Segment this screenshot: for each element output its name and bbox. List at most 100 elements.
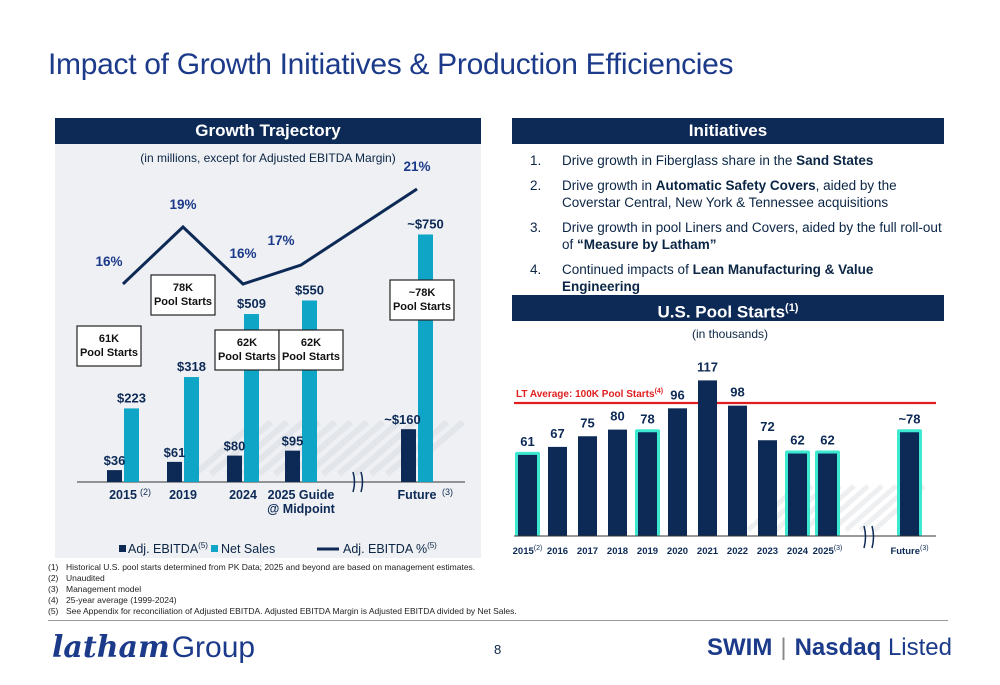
decorative-streak [830,484,884,532]
initiative-item: 1. Drive growth in Fiberglass share in th… [530,152,950,169]
callout-box [278,329,344,371]
net-sales-label: $223 [117,390,146,405]
pool-starts-header-sup: (1) [785,302,799,314]
initiative-item: 2. Drive growth in Automatic Safety Cover… [530,177,950,211]
pool-starts-header: U.S. Pool Starts(1) [512,295,944,322]
callout-text: Pool Starts [282,351,340,363]
initiative-item: 4. Continued impacts of Lean Manufacturin… [530,261,950,295]
footnote-text: Unaudited [66,573,105,583]
pool-starts-value-label: 96 [670,387,684,402]
ebitda-label: $80 [224,439,246,454]
legend-swatch-ebitda [119,545,126,552]
ebitda-label: $95 [282,434,304,449]
axis-break-mark [863,525,867,549]
pool-starts-value-label: ~78 [898,411,920,426]
x-tick-label: Future [398,488,437,502]
footnote-text: Historical U.S. pool starts determined f… [66,562,476,572]
ebitda-bar [227,455,242,482]
callout-box [76,325,142,367]
growth-trajectory-header: Growth Trajectory [55,118,481,144]
decorative-streak [385,419,449,477]
logo-group: Group [171,631,256,664]
swim-ticker: SWIM [707,634,773,661]
page-title: Impact of Growth Initiatives & Productio… [48,48,734,81]
pool-starts-subtitle: (in thousands) [692,327,768,341]
axis-break-mark [871,525,875,549]
pool-starts-callout: 62K Pool Starts [214,329,280,371]
callout-text: Pool Starts [393,301,451,313]
pool-starts-bar [900,432,919,536]
pool-starts-value-label: 117 [697,359,718,374]
pool-starts-bar [698,380,717,536]
x-tick-sup: (2) [140,487,151,497]
pool-starts-value-label: 62 [820,433,834,448]
footnote-number: (2) [48,573,59,583]
pool-starts-value-label: 98 [730,385,744,400]
footnote: (2) Unaudited [48,573,517,584]
margin-line [121,187,418,286]
margin-label: 17% [267,233,294,248]
pool-starts-bar [668,408,687,536]
growth-trajectory-panel: Growth Trajectory (in millions, except f… [55,118,481,558]
net-sales-bar [302,300,317,482]
pool-starts-bar [728,405,747,536]
pool-starts-callout: 61K Pool Starts [76,325,142,367]
x-tick-label: 2018 [607,546,628,557]
footnote: (5) See Appendix for reconciliation of Ad… [48,606,517,617]
net-sales-label: ~$750 [407,217,444,232]
pool-starts-bar [548,446,567,536]
net-sales-label: $318 [177,359,206,374]
callout-box [150,274,216,316]
listed-word: Listed [887,634,952,661]
pool-starts-value-label: 62 [790,433,804,448]
callout-box [389,279,455,321]
pool-starts-panel: U.S. Pool Starts(1) [512,295,944,322]
net-sales-bar [124,408,139,482]
callout-text: Pool Starts [154,296,212,308]
nasdaq-listing: SWIM | Nasdaq Listed [707,634,952,662]
decorative-streak [289,419,353,477]
ebitda-bar [167,461,182,482]
axis-break-mark [352,471,356,493]
ebitda-label: $36 [104,453,126,468]
initiative-emphasis: Sand States [796,153,874,168]
margin-label: 16% [95,254,122,269]
growth-subtitle: (in millions, except for Adjusted EBITDA… [140,151,395,165]
pool-starts-callout: 62K Pool Starts [278,329,344,371]
margin-label: 16% [229,246,256,261]
footnote-text: 25-year average (1999-2024) [66,595,177,605]
page-number: 8 [494,642,502,657]
footnote: (1) Historical U.S. pool starts determine… [48,562,517,573]
initiative-item: 3. Drive growth in pool Liners and Covers… [530,219,950,253]
footnote-number: (3) [48,584,59,594]
pool-starts-value-label: 72 [760,419,774,434]
x-tick-label: 2015(2) [513,545,543,557]
pool-starts-bar [818,453,837,536]
net-sales-bar [418,234,433,482]
pool-starts-value-label: 75 [580,415,594,430]
ebitda-label: ~$160 [384,412,421,427]
callout-text: 78K [173,282,193,294]
callout-box [214,329,280,371]
pool-starts-callout: ~78K Pool Starts [389,279,455,321]
decorative-streak [209,419,273,477]
lt-average-label: LT Average: 100K Pool Starts(4) [516,388,663,400]
x-tick-label: 2024 [229,488,257,502]
footnote-text: Management model [66,584,142,594]
initiative-emphasis: Lean Manufacturing & Value Engineering [562,262,874,294]
latham-logo: lathamGroup [52,630,255,665]
footnotes: (1) Historical U.S. pool starts determine… [48,562,517,617]
initiatives-list: 1. Drive growth in Fiberglass share in th… [530,152,950,303]
margin-label: 19% [169,197,196,212]
decorative-streak [321,419,385,477]
nasdaq-word: Nasdaq [794,634,882,661]
footnote-number: (5) [48,606,59,616]
pool-starts-header-text: U.S. Pool Starts [657,302,786,322]
footer-divider [48,620,948,621]
footnote-number: (4) [48,595,59,605]
callout-text: Pool Starts [218,351,276,363]
initiative-number: 4. [530,262,542,277]
x-tick-label: 2020 [667,546,688,557]
legend-margin: Adj. EBITDA %(5) [343,541,437,556]
x-tick-label: 2024 [787,546,809,557]
